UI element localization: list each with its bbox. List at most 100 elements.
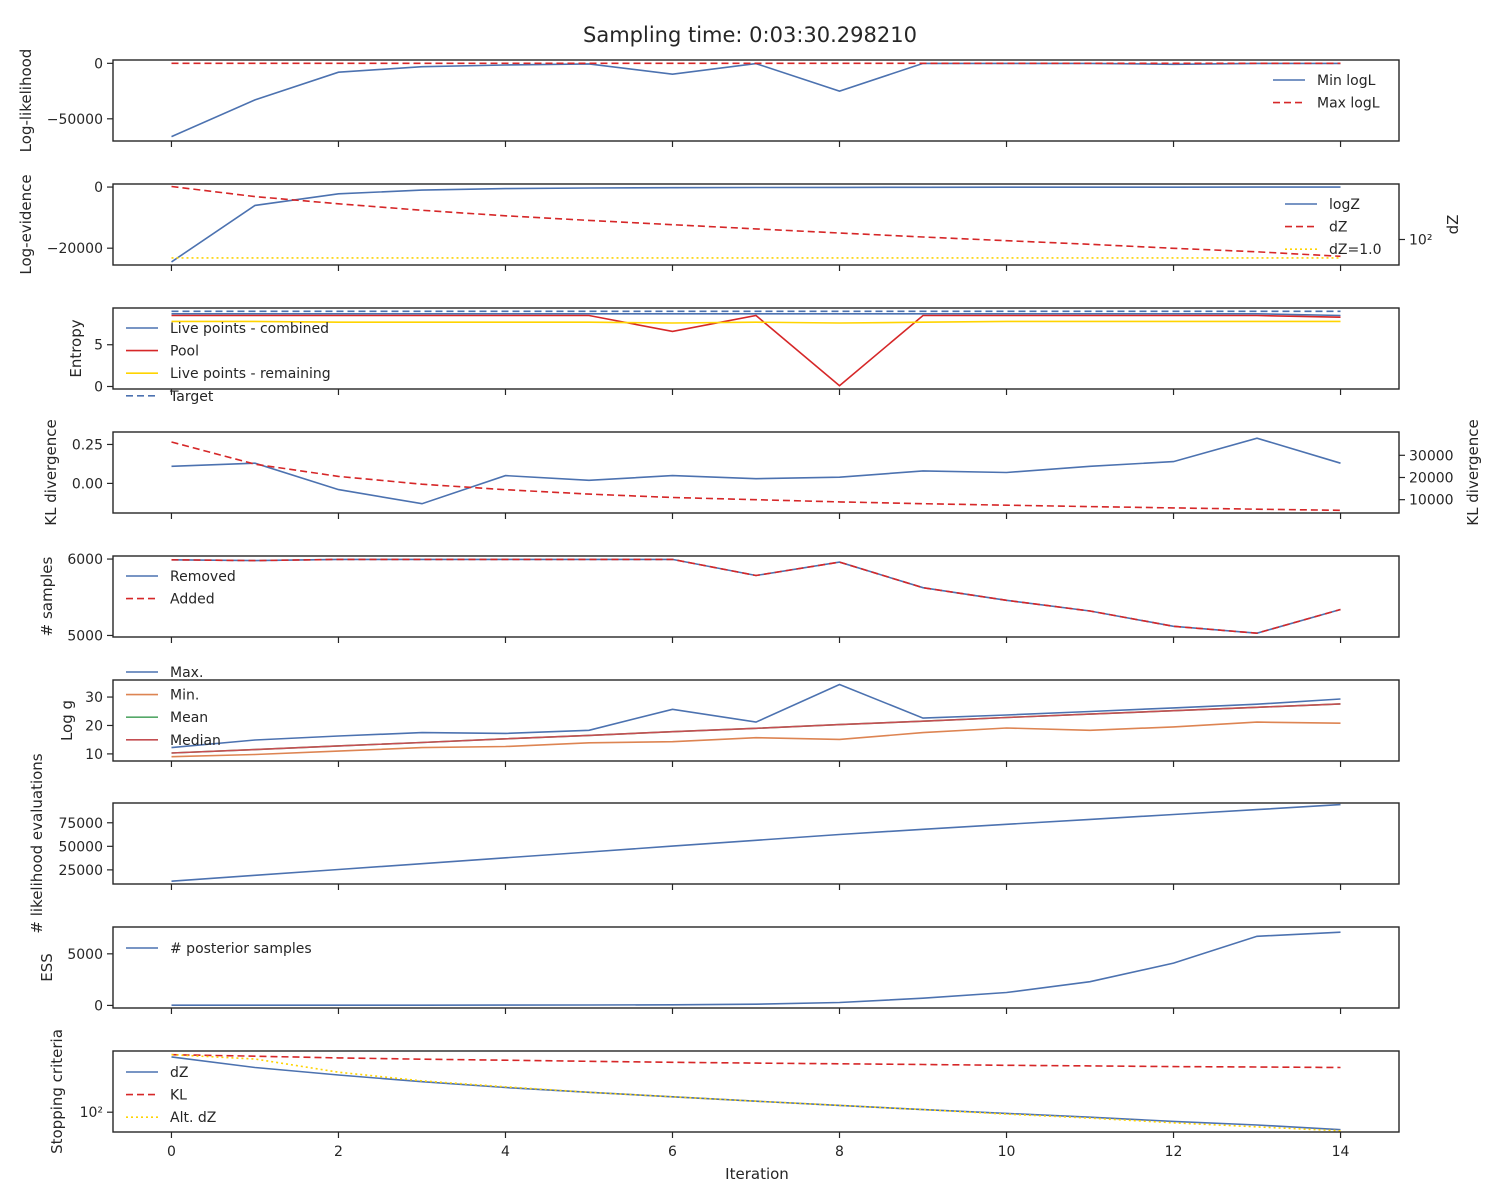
series-line-stopping-0 <box>171 1056 1341 1131</box>
legend-label-logg-1: Min. <box>170 688 199 704</box>
legend-label-loglikelihood-1: Max logL <box>1317 96 1380 112</box>
legend-loglikelihood: Min logL Max logL <box>1273 73 1380 112</box>
y-tick-label-logevidence: 0 <box>94 180 103 196</box>
x-tick-label-12: 12 <box>1165 1144 1183 1160</box>
y-tick-label-logg: 30 <box>85 690 103 706</box>
y2-tick-label-logevidence: 10² <box>1409 232 1432 248</box>
panel-logg: 30 20 10 Log g Max. Min. Mean Median <box>58 665 1400 767</box>
axes-frame-logg <box>112 679 1400 762</box>
series-group-ess <box>171 931 1341 1007</box>
axes-frame-loglikelihood <box>112 59 1400 142</box>
legend-label-ess-0: # posterior samples <box>170 941 312 957</box>
series-line-logevidence-0 <box>171 186 1341 263</box>
y-axis-label-ess: ESS <box>38 953 56 982</box>
series-group-entropy <box>171 310 1341 387</box>
axes-frame-logevidence <box>112 183 1400 266</box>
y-tick-label-entropy: 5 <box>94 338 103 354</box>
y2-axis-label-logevidence: dZ <box>1444 215 1462 235</box>
legend-label-logg-2: Mean <box>170 710 208 726</box>
y-axis-label-nsamples: # samples <box>38 556 56 636</box>
series-line-entropy-0 <box>171 312 1341 317</box>
series-group-stopping <box>171 1053 1341 1132</box>
y-axis-label-kl: KL divergence <box>42 419 60 525</box>
axes-frame-nsamples <box>112 555 1400 638</box>
y-tick-label-likeevals: 25000 <box>58 863 103 879</box>
y-tick-label-kl: 0.25 <box>72 437 103 453</box>
x-tick-label-2: 2 <box>334 1144 343 1160</box>
y-tick-label-likeevals: 75000 <box>58 816 103 832</box>
y-tick-label-ess: 0 <box>94 998 103 1014</box>
series-group-logg <box>171 683 1341 758</box>
legend-ess: # posterior samples <box>126 941 312 957</box>
legend-entropy: Live points - combined Pool Live points - … <box>126 321 331 405</box>
legend-stopping: dZ KL Alt. dZ <box>126 1065 216 1126</box>
series-group-loglikelihood <box>171 62 1341 138</box>
series-group-kl <box>171 437 1341 512</box>
legend-label-logg-3: Median <box>170 733 221 749</box>
y-axis-label-stopping: Stopping criteria <box>48 1029 66 1154</box>
x-tick-label-0: 0 <box>167 1144 176 1160</box>
series-line-kl-0 <box>171 437 1341 505</box>
panel-loglikelihood: 0 −50000 Log-likelihood Min logL Max logL <box>17 49 1400 153</box>
legend-label-logevidence-2: dZ=1.0 <box>1329 242 1381 258</box>
axes-frame-kl <box>112 431 1400 514</box>
y-tick-label-entropy: 0 <box>94 379 103 395</box>
y-axis-label-entropy: Entropy <box>67 319 85 377</box>
series-line-logg-3 <box>171 703 1341 754</box>
series-line-logg-0 <box>171 683 1341 749</box>
legend-label-entropy-1: Pool <box>170 344 199 360</box>
y-axis-label-loglikelihood: Log-likelihood <box>17 49 35 153</box>
series-group-logevidence <box>171 185 1341 263</box>
panels: 0 −50000 Log-likelihood Min logL Max logL 0 −2… <box>17 49 1482 1160</box>
legend-label-entropy-0: Live points - combined <box>170 321 329 337</box>
panel-logevidence: 0 −20000 10² Log-evidence dZ logZ dZ dZ=1.0 <box>17 174 1462 274</box>
axes-frame-ess <box>112 926 1400 1009</box>
legend-label-entropy-2: Live points - remaining <box>170 366 331 382</box>
series-group-likeevals <box>171 803 1341 882</box>
series-line-entropy-1 <box>171 314 1341 387</box>
y2-tick-label-kl: 10000 <box>1409 493 1454 509</box>
panel-likeevals: 75000 50000 25000 # likelihood evaluations <box>28 753 1400 934</box>
y-axis-label-logg: Log g <box>58 700 76 741</box>
axes-frame-stopping <box>112 1050 1400 1133</box>
y-tick-label-ess: 5000 <box>67 947 103 963</box>
y2-tick-label-kl: 30000 <box>1409 448 1454 464</box>
y-tick-label-nsamples: 6000 <box>67 552 103 568</box>
series-line-stopping-2 <box>171 1053 1341 1132</box>
series-line-loglikelihood-0 <box>171 62 1341 138</box>
x-tick-label-8: 8 <box>835 1144 844 1160</box>
series-line-ess-0 <box>171 931 1341 1007</box>
series-line-logg-1 <box>171 721 1341 758</box>
x-tick-label-4: 4 <box>501 1144 510 1160</box>
figure-title: Sampling time: 0:03:30.298210 <box>583 23 917 47</box>
series-line-likeevals-0 <box>171 803 1341 882</box>
y-tick-label-likeevals: 50000 <box>58 839 103 855</box>
series-line-stopping-1 <box>171 1053 1341 1069</box>
y2-axis-label-kl: KL divergence <box>1464 419 1482 525</box>
series-line-logevidence-1 <box>171 185 1341 258</box>
legend-label-nsamples-0: Removed <box>170 569 236 585</box>
y-tick-label-loglikelihood: 0 <box>94 56 103 72</box>
legend-label-logevidence-0: logZ <box>1329 197 1360 213</box>
legend-logevidence: logZ dZ dZ=1.0 <box>1285 197 1381 258</box>
y-tick-label-logg: 10 <box>85 747 103 763</box>
x-tick-label-14: 14 <box>1332 1144 1350 1160</box>
x-axis-label: Iteration <box>725 1165 789 1183</box>
panel-nsamples: 6000 5000 # samples Removed Added <box>38 552 1400 644</box>
y-tick-label-logevidence: −20000 <box>47 241 103 257</box>
series-line-kl-1 <box>171 441 1341 512</box>
legend-label-logevidence-1: dZ <box>1329 220 1347 236</box>
x-tick-label-6: 6 <box>668 1144 677 1160</box>
x-tick-label-10: 10 <box>998 1144 1016 1160</box>
legend-label-stopping-2: Alt. dZ <box>170 1110 216 1126</box>
legend-label-entropy-3: Target <box>169 389 214 405</box>
axes-frame-likeevals <box>112 802 1400 885</box>
y-tick-label-loglikelihood: −50000 <box>47 112 103 128</box>
legend-nsamples: Removed Added <box>126 569 236 608</box>
axes-frame-entropy <box>112 307 1400 390</box>
legend-label-logg-0: Max. <box>170 665 203 681</box>
series-group-nsamples <box>171 558 1341 635</box>
y-axis-label-likeevals: # likelihood evaluations <box>28 753 46 933</box>
